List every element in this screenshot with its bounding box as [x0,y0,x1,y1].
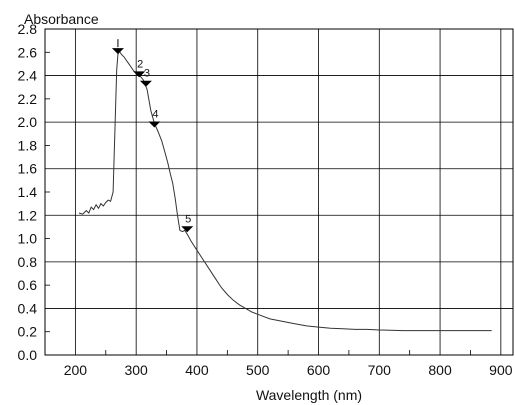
y-tick-label: 0.4 [18,300,38,316]
peak-label: 3 [144,68,150,80]
y-tick-label: 1.2 [18,207,38,223]
y-tick-label: 1.6 [18,161,38,177]
y-tick-label: 0.2 [18,324,38,340]
plot-frame [44,28,514,356]
y-tick-label: 0.6 [18,277,38,293]
y-tick-label: 0.8 [18,254,38,270]
y-tick-label: 2.4 [18,68,38,84]
peak-marker [139,80,152,87]
x-tick-label: 800 [428,362,452,378]
peak-marker [133,71,146,78]
peak-markers: 23 4 5 [111,39,194,233]
x-tick-label: 600 [307,362,331,378]
y-tick-label: 0.0 [18,347,38,363]
y-tick-label: 1.0 [18,231,38,247]
x-tick-label: 200 [64,362,88,378]
x-tick-label: 300 [124,362,148,378]
y-tick-label: 1.4 [18,184,38,200]
spectrum-line [78,50,492,332]
x-tick-label: 500 [246,362,270,378]
y-tick-label: 1.8 [18,137,38,153]
peak-label: 4 [152,108,158,120]
x-axis-title: Wavelength (nm) [256,387,362,403]
peak-marker [148,121,161,128]
y-tick-label: 2.8 [18,21,38,37]
x-tick-label: 400 [185,362,209,378]
peak-label: 5 [185,213,191,225]
peak-marker [181,226,194,233]
peak-label: 2 [137,58,143,70]
y-axis-title: Absorbance [24,11,99,27]
x-tick-label: 700 [368,362,392,378]
x-tick-label: 900 [489,362,513,378]
y-tick-label: 2.2 [18,91,38,107]
series [78,50,492,332]
peak-marker [111,48,124,55]
tick-labels: 200 300 400 500 600 700 800 900 0.0 0.2 0.4 0.6 0.8 1… [18,21,513,378]
grid [45,28,513,356]
y-tick-label: 2.0 [18,114,38,130]
y-tick-label: 2.6 [18,44,38,60]
